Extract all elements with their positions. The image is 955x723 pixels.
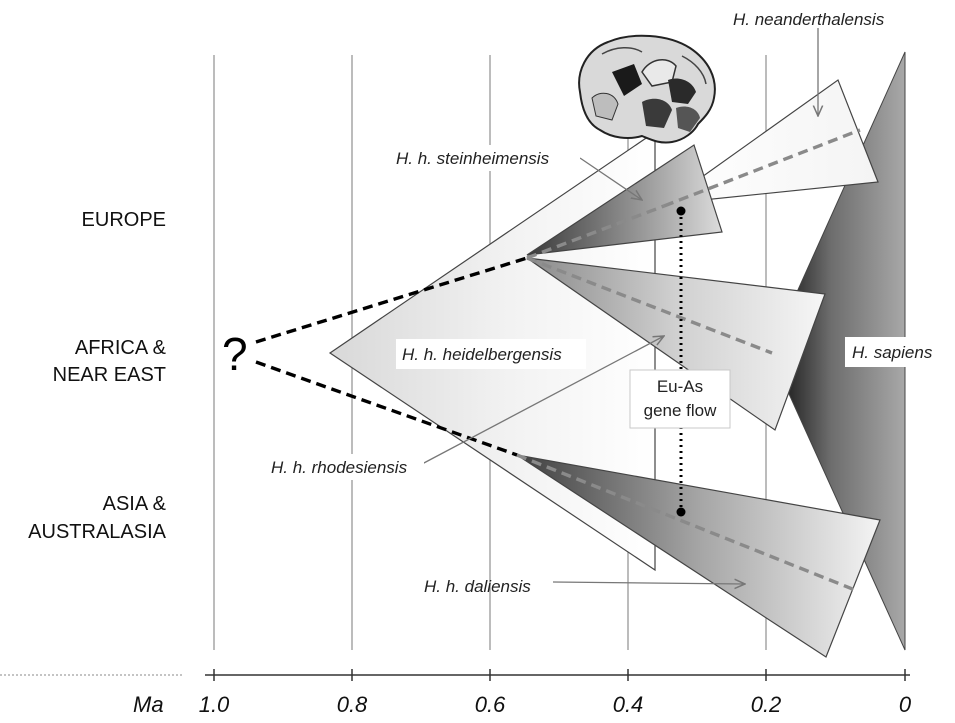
tick-label-0.4: 0.4 <box>613 692 644 717</box>
lineage-dashed-lines <box>516 128 861 592</box>
region-africa-line2: NEAR EAST <box>53 364 166 386</box>
gene-flow-label-line2: gene flow <box>644 401 717 420</box>
label-arrows <box>421 28 818 584</box>
region-africa-line1: AFRICA & <box>75 337 167 359</box>
rhodesiensis-label: H. h. rhodesiensis <box>271 458 408 477</box>
rhodesiensis-arrow <box>421 336 664 465</box>
tick-label-1.0: 1.0 <box>199 692 230 717</box>
steinheimensis-triangle <box>526 144 723 256</box>
heidelbergensis-label: H. h. heidelbergensis <box>402 345 562 364</box>
gene-flow-dot-top <box>676 206 686 216</box>
gene-flow-dot-bottom <box>676 507 686 517</box>
neanderthalensis-triangle <box>661 79 879 205</box>
tick-label-0: 0 <box>899 692 912 717</box>
gene-flow-box: Eu-As gene flow <box>629 369 731 429</box>
axis-unit-label: Ma <box>133 692 164 717</box>
tick-label-0.2: 0.2 <box>751 692 782 717</box>
steinheimensis-label-bg <box>390 145 580 171</box>
sapiens-label: H. sapiens <box>852 343 933 362</box>
daliensis-arrow <box>552 582 745 584</box>
rhodesiensis-label-bg <box>268 454 424 480</box>
gene-flow-line <box>676 206 686 517</box>
skull-image <box>578 34 716 144</box>
neanderthalensis-label: H. neanderthalensis <box>733 10 885 29</box>
tick-label-0.6: 0.6 <box>475 692 506 717</box>
sapiens-label-bg <box>845 337 955 367</box>
question-mark: ? <box>222 328 248 380</box>
steinheimensis-label: H. h. steinheimensis <box>396 149 550 168</box>
ancestral-dashed-lines <box>255 256 528 457</box>
time-axis: Ma 1.0 0.8 0.6 0.4 0.2 0 <box>0 669 912 717</box>
region-asia-line1: ASIA & <box>103 493 167 515</box>
region-asia-line2: AUSTRALASIA <box>28 521 166 543</box>
africa-lineage-triangle <box>526 257 826 431</box>
daliensis-triangle <box>516 454 881 658</box>
daliensis-label: H. h. daliensis <box>424 577 531 596</box>
heidelbergensis-label-bg <box>396 339 586 369</box>
steinheimensis-arrow <box>579 157 642 200</box>
tick-label-0.8: 0.8 <box>337 692 368 717</box>
gene-flow-label-line1: Eu-As <box>657 377 703 396</box>
region-europe: EUROPE <box>82 209 166 231</box>
